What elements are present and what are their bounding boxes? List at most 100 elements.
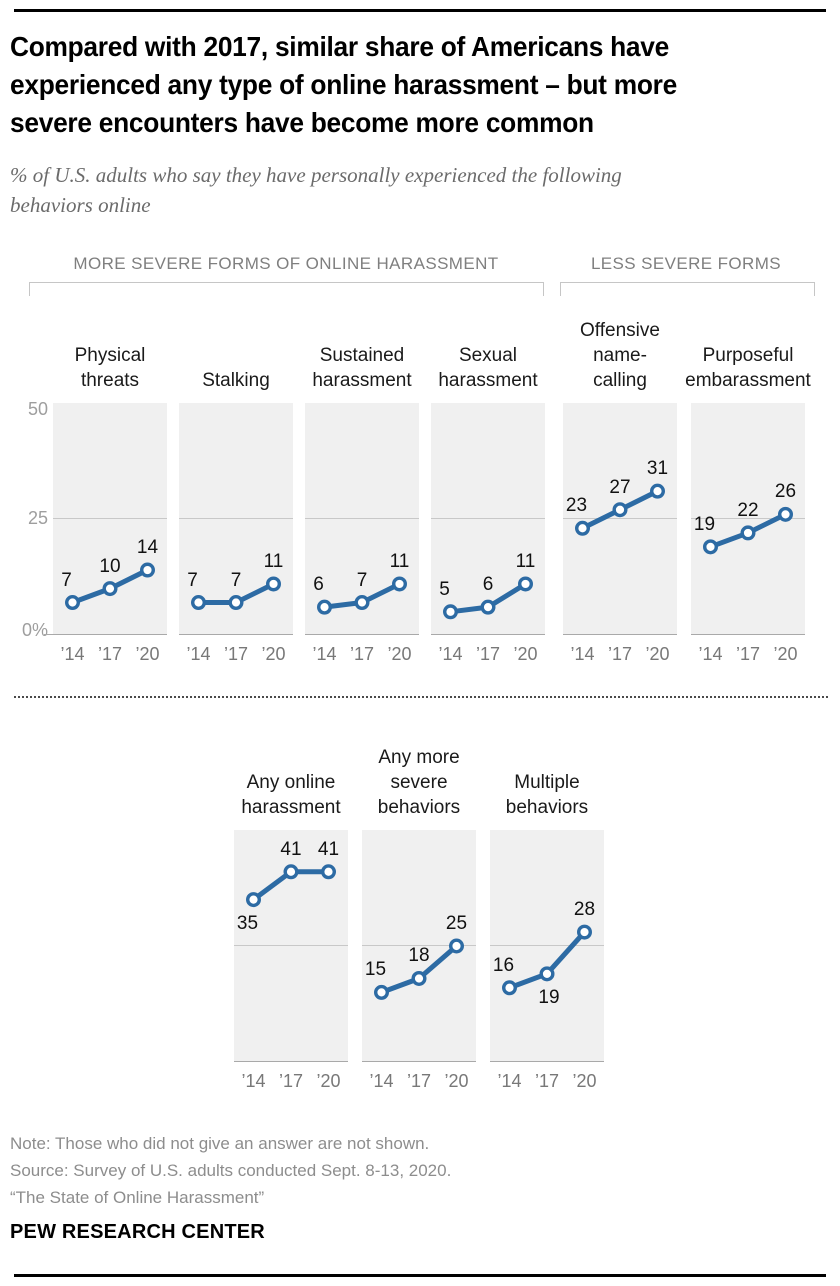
data-point-marker <box>448 938 464 954</box>
data-label: 7 <box>230 569 242 591</box>
panel-title-any-online-harassment: Any online harassment <box>241 772 341 818</box>
line-chart-purposeful-embarassment <box>702 506 793 555</box>
panel-title-sustained-harassment: Sustained harassment <box>312 345 412 391</box>
data-label: 11 <box>389 550 410 572</box>
x-tick-label: ’14 <box>698 644 723 664</box>
x-tick-label: ’17 <box>278 1071 304 1091</box>
x-tick-label: ’20 <box>444 1071 469 1091</box>
data-label: 27 <box>609 476 631 498</box>
data-point-marker <box>649 483 665 499</box>
data-label: 7 <box>356 569 368 591</box>
panel-title-sexual-harassment: Sexual harassment <box>438 345 538 391</box>
data-point-marker <box>102 581 118 597</box>
zero-axis-line <box>179 634 293 635</box>
page-subtitle: % of U.S. adults who say they have perso… <box>10 163 622 217</box>
data-label: 26 <box>774 481 797 503</box>
data-label: 6 <box>482 574 494 596</box>
gridline-25 <box>362 945 476 946</box>
y-tick-0: 0% <box>21 620 48 640</box>
x-tick-label: ’17 <box>97 644 123 664</box>
gridline-25 <box>691 518 805 519</box>
chart-panel-physical-threats <box>53 403 167 635</box>
zero-axis-line <box>490 1061 604 1062</box>
panel-title-purposeful-embarassment: Purposeful embarassment <box>685 345 811 391</box>
y-tick-25: 25 <box>27 508 48 528</box>
y-tick-50: 50 <box>27 399 48 419</box>
panel-title-any-more-severe-behaviors: Any more severe behaviors <box>377 747 461 818</box>
x-tick-label: ’17 <box>735 644 761 664</box>
x-tick-label: ’17 <box>349 644 375 664</box>
x-tick-label: ’20 <box>135 644 160 664</box>
data-label: 6 <box>313 574 324 596</box>
data-label: 14 <box>136 537 159 559</box>
data-point-marker <box>316 599 333 615</box>
chart-panel-sexual-harassment <box>431 403 545 635</box>
x-tick-label: ’17 <box>607 644 633 664</box>
x-tick-label: ’20 <box>645 644 670 664</box>
data-point-marker <box>442 604 459 620</box>
x-tick-label: ’14 <box>312 644 337 664</box>
data-point-marker <box>702 539 719 555</box>
zero-axis-line <box>691 634 805 635</box>
data-label: 31 <box>646 458 669 480</box>
zero-axis-line <box>305 634 419 635</box>
data-point-marker <box>265 576 281 592</box>
x-tick-label: ’14 <box>438 644 463 664</box>
data-label: 10 <box>99 555 121 577</box>
zero-axis-line <box>53 634 167 635</box>
x-tick-label: ’20 <box>572 1071 597 1091</box>
data-label: 5 <box>439 578 450 600</box>
chart-panel-any-more-severe-behaviors <box>362 830 476 1062</box>
data-point-marker <box>539 966 555 982</box>
study-title: “The State of Online Harassment” <box>10 1188 265 1207</box>
data-label: 7 <box>61 569 72 591</box>
gridline-25 <box>305 518 419 519</box>
line-chart-sexual-harassment <box>442 576 533 620</box>
data-label: 41 <box>317 838 340 860</box>
data-point-marker <box>480 599 496 615</box>
line-chart-multiple-behaviors <box>501 924 592 996</box>
x-tick-label: ’20 <box>773 644 798 664</box>
x-tick-label: ’14 <box>497 1071 522 1091</box>
x-tick-label: ’14 <box>60 644 85 664</box>
bracket-more-severe <box>29 282 544 296</box>
line-chart-physical-threats <box>64 562 155 611</box>
data-point-marker <box>139 562 155 578</box>
line-chart-any-online-harassment <box>245 864 336 908</box>
data-label: 7 <box>187 569 198 591</box>
chart-panel-offensive-name-calling <box>563 403 677 635</box>
x-tick-label: ’20 <box>513 644 538 664</box>
zero-axis-line <box>431 634 545 635</box>
x-tick-label: ’17 <box>406 1071 432 1091</box>
brand-wordmark: PEW RESEARCH CENTER <box>10 1221 265 1243</box>
data-point-marker <box>576 924 592 940</box>
panel-title-physical-threats: Physical threats <box>74 345 146 391</box>
data-label: 28 <box>573 899 596 921</box>
data-point-marker <box>354 595 370 611</box>
dotted-divider <box>14 696 828 698</box>
chart-panel-purposeful-embarassment <box>691 403 805 635</box>
data-point-marker <box>501 980 518 996</box>
data-label: 41 <box>280 838 302 860</box>
chart-panel-multiple-behaviors <box>490 830 604 1062</box>
data-label: 18 <box>408 945 430 967</box>
top-rule <box>14 9 826 12</box>
data-label: 23 <box>565 495 588 517</box>
zero-axis-line <box>362 1061 476 1062</box>
x-tick-label: ’20 <box>316 1071 341 1091</box>
page-title: Compared with 2017, similar share of Ame… <box>10 31 677 138</box>
group-label-more-severe: MORE SEVERE FORMS OF ONLINE HARASSMENT <box>73 254 499 273</box>
x-tick-label: ’14 <box>369 1071 394 1091</box>
x-tick-label: ’17 <box>223 644 249 664</box>
zero-axis-line <box>563 634 677 635</box>
data-label: 35 <box>236 912 259 934</box>
source-line: Source: Survey of U.S. adults conducted … <box>10 1161 452 1180</box>
chart-panel-sustained-harassment <box>305 403 419 635</box>
data-label: 22 <box>737 499 759 521</box>
footnote: Note: Those who did not give an answer a… <box>10 1134 430 1153</box>
data-label: 25 <box>445 913 468 934</box>
line-chart-offensive-name-calling <box>574 483 665 536</box>
line-chart-stalking <box>190 576 281 611</box>
line-chart-any-more-severe-behaviors <box>373 938 464 1000</box>
